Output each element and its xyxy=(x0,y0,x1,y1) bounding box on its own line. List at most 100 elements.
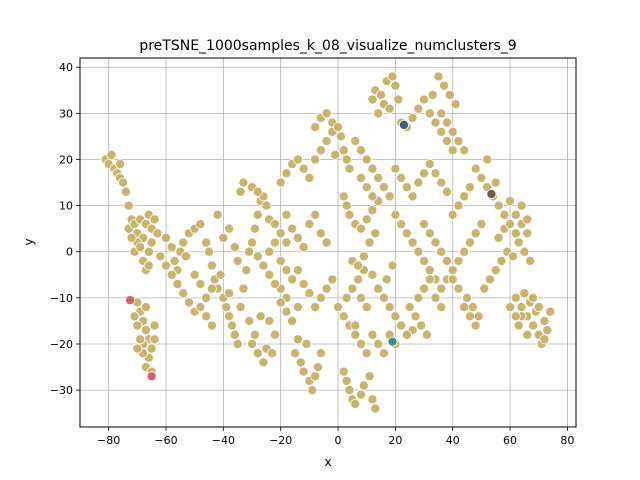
data-point xyxy=(206,283,217,294)
data-point xyxy=(307,385,318,396)
data-point xyxy=(433,71,444,82)
data-point xyxy=(525,255,536,266)
data-point xyxy=(338,145,349,156)
data-point xyxy=(387,71,398,82)
data-point xyxy=(344,209,355,220)
y-tick-label: 10 xyxy=(59,200,73,213)
x-tick-label: 40 xyxy=(446,434,460,447)
data-point xyxy=(447,209,458,220)
data-point xyxy=(292,302,303,313)
data-point xyxy=(333,302,344,313)
data-point xyxy=(361,302,372,313)
data-point xyxy=(453,200,464,211)
data-point xyxy=(287,315,298,326)
data-point xyxy=(396,320,407,331)
data-point xyxy=(358,380,369,391)
data-point xyxy=(143,246,154,257)
data-point xyxy=(292,334,303,345)
data-point xyxy=(404,302,415,313)
data-point xyxy=(441,117,452,128)
data-point xyxy=(358,251,369,262)
x-tick-label: 60 xyxy=(503,434,517,447)
data-point xyxy=(258,260,269,271)
data-point xyxy=(390,311,401,322)
data-point xyxy=(424,108,435,119)
data-point xyxy=(396,172,407,183)
data-point xyxy=(247,237,258,248)
data-point xyxy=(390,80,401,91)
data-point xyxy=(281,265,292,276)
data-point xyxy=(539,334,550,345)
data-point xyxy=(135,242,146,253)
data-point xyxy=(373,338,384,349)
data-point xyxy=(453,255,464,266)
data-point xyxy=(269,329,280,340)
data-point xyxy=(462,292,473,303)
data-point xyxy=(490,177,501,188)
data-point xyxy=(373,283,384,294)
data-point xyxy=(430,237,441,248)
data-point xyxy=(453,283,464,294)
data-point xyxy=(376,89,387,100)
data-point xyxy=(132,320,143,331)
data-point xyxy=(436,108,447,119)
data-point xyxy=(419,255,430,266)
data-point xyxy=(505,219,516,230)
data-point xyxy=(407,112,418,123)
data-point xyxy=(355,223,366,234)
data-point xyxy=(224,288,235,299)
data-point xyxy=(261,200,272,211)
data-point xyxy=(189,269,200,280)
data-point xyxy=(143,260,154,271)
data-point xyxy=(413,246,424,257)
data-point xyxy=(507,251,518,262)
data-point xyxy=(436,126,447,137)
data-point xyxy=(195,219,206,230)
data-point xyxy=(181,251,192,262)
data-point xyxy=(527,292,538,303)
data-point xyxy=(378,182,389,193)
data-point xyxy=(166,242,177,253)
data-point xyxy=(522,329,533,340)
data-point xyxy=(229,242,240,253)
y-tick-label: −20 xyxy=(50,338,73,351)
data-point xyxy=(338,191,349,202)
data-point xyxy=(410,311,421,322)
data-point xyxy=(166,269,177,280)
data-point xyxy=(419,283,430,294)
data-point xyxy=(178,237,189,248)
data-point xyxy=(470,163,481,174)
data-point xyxy=(129,311,140,322)
y-tick-label: 0 xyxy=(66,246,73,259)
data-point xyxy=(327,274,338,285)
data-point xyxy=(252,348,263,359)
data-point xyxy=(247,338,258,349)
data-point xyxy=(355,172,366,183)
data-point xyxy=(493,200,504,211)
data-point xyxy=(301,338,312,349)
data-point xyxy=(519,246,530,257)
data-point xyxy=(269,219,280,230)
x-axis-ticks: −80 −60 −40 −20 0 20 40 60 80 xyxy=(97,427,574,447)
data-point xyxy=(441,136,452,147)
accent-data-point xyxy=(125,295,136,306)
data-point xyxy=(499,209,510,220)
data-point xyxy=(298,242,309,253)
data-point xyxy=(510,292,521,303)
y-tick-label: −10 xyxy=(50,292,73,305)
data-point xyxy=(436,177,447,188)
data-point xyxy=(244,315,255,326)
data-point xyxy=(464,237,475,248)
data-point xyxy=(436,302,447,313)
data-point xyxy=(350,320,361,331)
data-point xyxy=(378,292,389,303)
data-point xyxy=(513,237,524,248)
data-point xyxy=(353,260,364,271)
data-point xyxy=(370,403,381,414)
data-point xyxy=(367,191,378,202)
data-point xyxy=(464,311,475,322)
data-point xyxy=(304,288,315,299)
data-point xyxy=(424,159,435,170)
data-point xyxy=(269,279,280,290)
data-point xyxy=(298,366,309,377)
